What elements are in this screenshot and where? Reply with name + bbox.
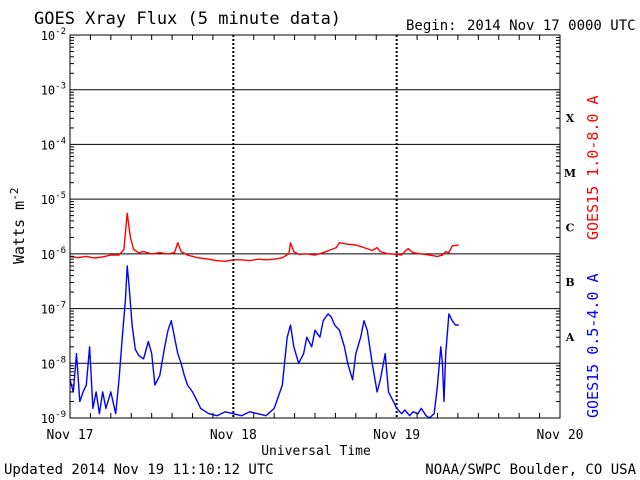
chart-title: GOES Xray Flux (5 minute data): [34, 9, 341, 29]
begin-value: 2014 Nov 17 0000 UTC: [467, 18, 636, 34]
y-tick-label: 10-3: [41, 82, 66, 98]
begin-label: Begin:: [406, 18, 457, 34]
y-axis-label-group: Watts m-2: [8, 188, 28, 264]
flare-class-labels: X M C B A: [564, 112, 576, 344]
flare-class-label: M: [564, 167, 576, 180]
y-tick-label: 10-6: [41, 246, 66, 262]
flare-class-label: B: [565, 276, 574, 289]
y-axis-label: Watts m: [10, 201, 28, 264]
y-tick-label: 10-2: [41, 27, 66, 43]
flare-class-label: C: [566, 222, 575, 235]
x-tick-label: Nov 19: [373, 428, 420, 443]
axes-layer: [69, 34, 561, 419]
svg-text:Watts m-2: Watts m-2: [8, 188, 28, 264]
y-tick-label: 10-5: [41, 191, 66, 207]
x-tick-label: Nov 18: [210, 428, 257, 443]
legend-blue-group: GOES15 0.5-4.0 A: [584, 274, 602, 419]
y-tick-label: 10-9: [41, 410, 66, 426]
source-credit: NOAA/SWPC Boulder, CO USA: [425, 462, 636, 478]
grid-layer: [70, 34, 560, 419]
x-tick-labels: Nov 17 Nov 18 Nov 19 Nov 20: [47, 428, 584, 443]
flare-class-label: A: [565, 331, 575, 344]
x-axis-label: Universal Time: [261, 444, 371, 459]
updated-timestamp: Updated 2014 Nov 19 11:10:12 UTC: [4, 462, 274, 478]
series-line-0: [69, 212, 459, 262]
plot-frame: [69, 34, 561, 419]
flare-class-label: X: [566, 112, 575, 125]
y-axis-label-superscript: -2: [8, 188, 21, 201]
y-tick-labels: 10-2 10-3 10-4 10-5 10-6 10-7 10-8 10-9: [41, 27, 66, 426]
y-tick-label: 10-8: [41, 355, 66, 371]
series-layer: [69, 212, 459, 419]
y-tick-label: 10-7: [41, 301, 66, 317]
legend-red-group: GOES15 1.0-8.0 A: [584, 96, 602, 241]
legend-series-1-0-8-0: GOES15 1.0-8.0 A: [584, 96, 602, 241]
x-tick-label: Nov 17: [47, 428, 94, 443]
y-tick-label: 10-4: [41, 136, 66, 152]
x-tick-label: Nov 20: [537, 428, 584, 443]
series-line-1: [69, 265, 459, 419]
legend-series-0-5-4-0: GOES15 0.5-4.0 A: [584, 274, 602, 419]
